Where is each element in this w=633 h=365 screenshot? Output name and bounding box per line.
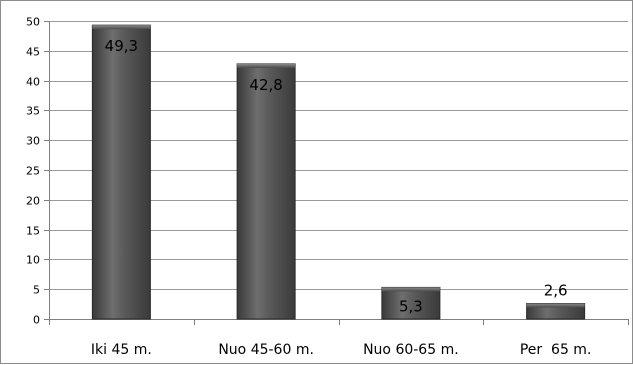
x-category-label: Per 65 m. <box>520 342 592 358</box>
y-tick-label: 50 <box>26 16 40 29</box>
y-tick-label: 15 <box>26 225 40 238</box>
bar-cap <box>237 63 296 68</box>
y-tick-label: 30 <box>26 135 40 148</box>
bars <box>91 24 586 320</box>
x-category-label: Nuo 45-60 m. <box>218 342 314 358</box>
bar-body <box>91 24 151 320</box>
data-label: 2,6 <box>544 282 568 300</box>
y-tick-label: 35 <box>26 105 40 118</box>
x-category-label: Nuo 60-65 m. <box>363 342 459 358</box>
bar <box>236 63 296 320</box>
y-tick-label: 25 <box>26 165 40 178</box>
y-tick-label: 40 <box>26 76 40 89</box>
data-labels: 49,3 42,8 5,3 2,6 <box>105 37 568 315</box>
bar <box>526 303 586 320</box>
bar <box>381 286 441 320</box>
y-tick-label: 5 <box>33 284 40 297</box>
bar <box>91 24 151 320</box>
y-tick-label: 20 <box>26 195 40 208</box>
bar-cap <box>526 303 585 308</box>
data-label: 49,3 <box>105 37 138 55</box>
x-category-label: Iki 45 m. <box>91 342 152 358</box>
data-label: 42,8 <box>249 76 282 94</box>
y-tick-label: 0 <box>33 314 40 327</box>
x-axis-categories: Iki 45 m. Nuo 45-60 m. Nuo 60-65 m. Per 65 … <box>91 342 592 358</box>
bar-cap <box>381 287 440 292</box>
bar-body <box>381 286 441 320</box>
y-tick-label: 45 <box>26 46 40 59</box>
y-axis-ticks: 0 5 10 15 20 25 30 35 40 45 50 <box>26 16 49 327</box>
bar-cap <box>92 25 151 30</box>
y-tick-label: 10 <box>26 254 40 267</box>
bar-body <box>236 63 296 320</box>
data-label: 5,3 <box>399 297 423 315</box>
